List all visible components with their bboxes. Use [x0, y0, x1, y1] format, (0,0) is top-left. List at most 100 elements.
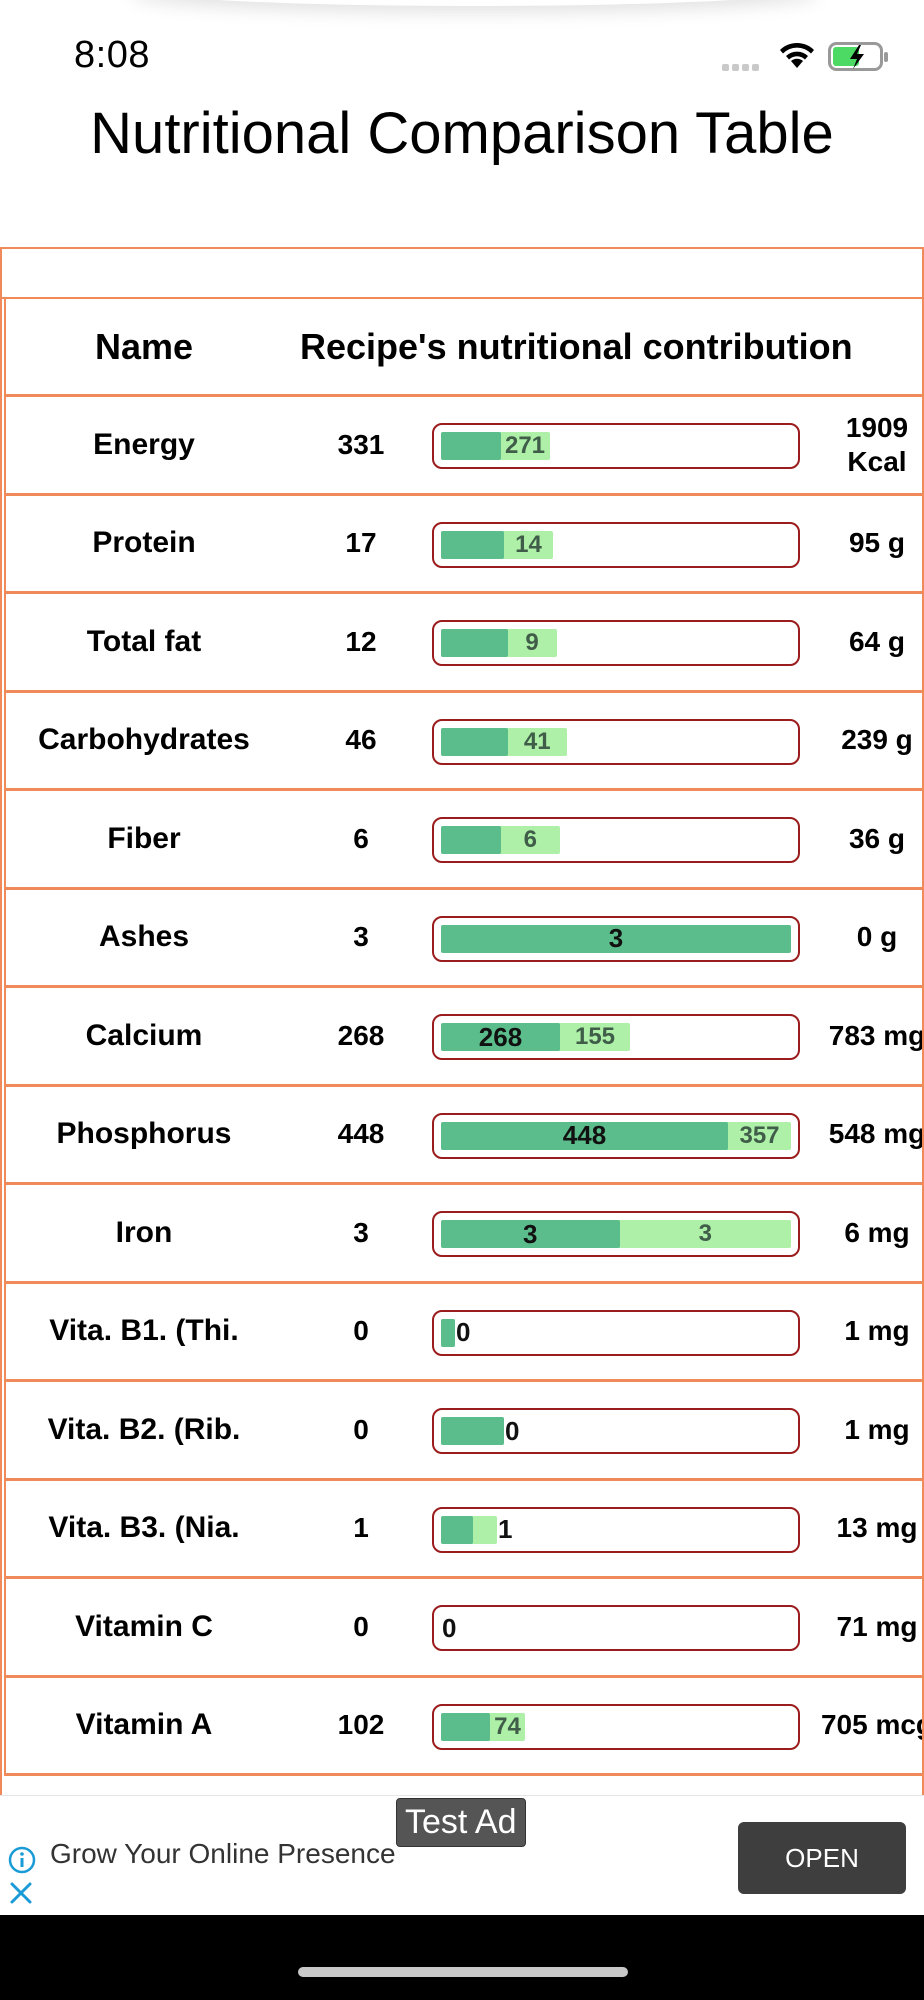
reference-label: 0 [505, 1415, 520, 1446]
contribution-bar: 1 [432, 1506, 800, 1553]
reference-label: 155 [574, 1023, 616, 1050]
reference-label: 0 [442, 1612, 457, 1643]
nutrient-total: 6 mg [844, 1216, 910, 1248]
table-top-spacer [2, 249, 922, 299]
info-icon[interactable] [8, 1846, 36, 1874]
nutrient-name: Vita. B3. (Nia. [48, 1511, 240, 1545]
table-row: Calcium 268 268 155 783 mg [4, 988, 922, 1087]
battery-charging-icon [828, 42, 888, 71]
reference-label: 0 [456, 1317, 471, 1347]
reference-label: 271 [504, 432, 546, 459]
nutrient-value: 102 [337, 1709, 385, 1741]
recipe-label: 268 [478, 1021, 523, 1052]
nutrient-total: 1909 Kcal [845, 411, 909, 477]
recipe-fill [441, 1220, 620, 1248]
recipe-fill [441, 629, 508, 657]
recipe-fill [441, 1023, 560, 1051]
ad-open-button[interactable]: OPEN [738, 1822, 906, 1894]
nutrient-name: Fiber [107, 821, 181, 855]
recipe-fill [441, 826, 501, 854]
home-indicator[interactable] [298, 1967, 628, 1977]
nutrient-value: 46 [345, 724, 377, 756]
nutrient-value: 12 [345, 625, 377, 657]
nutrient-name: Calcium [85, 1018, 203, 1052]
ad-banner[interactable]: Test Ad Grow Your Online Presence OPEN [0, 1795, 924, 1915]
contribution-bar: 74 [432, 1703, 800, 1750]
nutrient-name: Protein [92, 526, 196, 560]
contribution-bar: 14 [432, 521, 800, 568]
nutrient-value: 331 [337, 428, 385, 460]
table-row: Phosphorus 448 448 357 548 mg [4, 1086, 922, 1185]
status-bar: 8:08 [0, 0, 924, 100]
contribution-bar: 0 [432, 1408, 800, 1454]
nutrient-name: Carbohydrates [38, 723, 250, 757]
table-row: Vitamin C 0 0 71 mg [4, 1579, 922, 1678]
table-row: Ashes 3 3 0 g [4, 889, 922, 988]
contribution-bar: 268 155 [432, 1014, 800, 1060]
nutrient-total: 0 g [856, 921, 898, 953]
table-row: Carbohydrates 46 41 239 g [4, 692, 922, 791]
nutrition-table: Name Recipe's nutritional contribution E… [0, 247, 924, 1795]
nutrient-value: 448 [337, 1118, 385, 1150]
reference-label: 9 [525, 629, 539, 656]
nutrient-total: 13 mg [836, 1512, 918, 1544]
table-row: Vita. B2. (Rib. 0 0 1 mg [4, 1382, 922, 1481]
nutrient-value: 17 [345, 527, 377, 559]
table-row: Protein 17 14 95 g [4, 495, 922, 594]
table-body: Energy 331 271 1909 Kcal Protein 17 14 95 g Tota… [2, 397, 922, 1776]
contribution-bar: 9 [432, 620, 800, 666]
table-row: Fiber 6 6 36 g [4, 791, 922, 890]
recipe-fill [441, 530, 504, 559]
recipe-fill [441, 1318, 455, 1347]
recipe-label: 3 [608, 923, 624, 953]
cellular-signal-icon [722, 58, 762, 76]
nutrient-total: 36 g [848, 822, 906, 854]
nutrient-value: 3 [353, 1216, 369, 1248]
nutrient-name: Vita. B2. (Rib. [47, 1412, 241, 1446]
table-row: Iron 3 3 3 6 mg [4, 1185, 922, 1284]
nutrient-total: 71 mg [836, 1610, 918, 1642]
ad-headline[interactable]: Grow Your Online Presence [50, 1838, 396, 1869]
recipe-label: 3 [523, 1218, 538, 1249]
contribution-bar: 41 [432, 718, 800, 765]
reference-label: 3 [698, 1220, 712, 1247]
contribution-bar: 6 [432, 817, 800, 863]
status-time: 8:08 [74, 34, 150, 76]
nutrient-value: 1 [353, 1512, 369, 1544]
table-row: Vita. B3. (Nia. 1 1 13 mg [4, 1480, 922, 1579]
nutrient-value: 0 [353, 1315, 369, 1347]
reference-label: 1 [498, 1514, 513, 1544]
table-header-row: Name Recipe's nutritional contribution [4, 299, 922, 397]
nutrient-name: Ashes [98, 920, 190, 954]
contribution-bar: 3 [432, 915, 800, 962]
table-row: Vitamin A 102 74 705 mcg [4, 1677, 924, 1776]
nutrient-total: 64 g [848, 625, 906, 657]
nutrient-name: Vitamin A [75, 1708, 213, 1742]
header-name: Name [94, 325, 194, 367]
nutrient-total: 95 g [848, 527, 906, 559]
nutrient-total: 705 mcg [820, 1709, 924, 1741]
top-shadow [130, 0, 820, 6]
nutrient-value: 0 [353, 1610, 369, 1642]
nutrient-name: Vita. B1. (Thi. [49, 1314, 239, 1348]
close-icon[interactable] [8, 1880, 34, 1906]
nutrient-value: 0 [353, 1413, 369, 1445]
contribution-bar: 0 [432, 1309, 800, 1356]
nutrient-name: Total fat [86, 624, 202, 658]
table-row: Energy 331 271 1909 Kcal [4, 397, 922, 496]
contribution-bar: 271 [432, 423, 800, 469]
header-contribution: Recipe's nutritional contribution [300, 325, 853, 367]
recipe-fill [441, 727, 508, 756]
contribution-bar: 0 [432, 1605, 800, 1651]
recipe-fill [441, 1121, 728, 1150]
nutrient-total: 239 g [841, 724, 913, 756]
nutrient-value: 268 [337, 1019, 385, 1051]
nutrient-name: Phosphorus [56, 1117, 232, 1151]
nutrient-name: Vitamin C [75, 1609, 213, 1643]
nutrient-total: 1 mg [844, 1413, 910, 1445]
reference-label: 74 [494, 1712, 521, 1740]
test-ad-badge: Test Ad [396, 1798, 526, 1847]
recipe-fill [441, 432, 501, 460]
recipe-fill [441, 1417, 504, 1445]
